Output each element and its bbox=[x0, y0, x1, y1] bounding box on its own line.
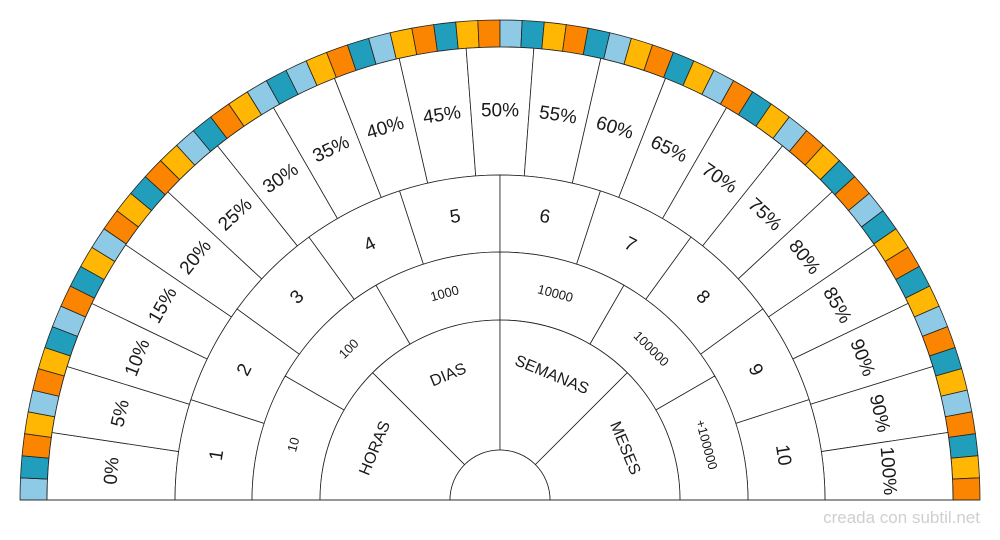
border-segment bbox=[19, 477, 48, 501]
percent-ring: 0%5%10%15%20%25%30%35%40% 45% 50% 55% 60%65%… bbox=[46, 46, 954, 501]
number-label: 1 bbox=[206, 448, 228, 462]
magnitude-label: 1000 bbox=[429, 282, 461, 304]
percent-label: 50% bbox=[481, 101, 519, 122]
border-segment bbox=[21, 433, 52, 459]
number-label: 10 bbox=[771, 443, 795, 467]
border-segment bbox=[520, 20, 545, 50]
border-segment bbox=[952, 477, 981, 501]
color-border bbox=[19, 19, 981, 501]
border-segment bbox=[948, 433, 979, 459]
border-segment bbox=[499, 19, 523, 48]
border-segment bbox=[455, 20, 480, 50]
border-segment bbox=[411, 24, 438, 56]
percent-label: 100% bbox=[876, 446, 901, 496]
footer-credit: creada con subtil.net bbox=[823, 508, 980, 527]
border-segment bbox=[541, 21, 567, 52]
number-label: 6 bbox=[538, 206, 552, 228]
border-segment bbox=[477, 19, 501, 48]
border-segment bbox=[944, 411, 976, 438]
border-segment bbox=[20, 455, 50, 480]
border-segment bbox=[950, 455, 980, 480]
center-hub bbox=[449, 449, 551, 501]
percent-label: 0% bbox=[101, 456, 124, 485]
border-segment bbox=[433, 21, 459, 52]
magnitude-label: 10 bbox=[284, 436, 302, 454]
number-label: 5 bbox=[448, 206, 462, 228]
